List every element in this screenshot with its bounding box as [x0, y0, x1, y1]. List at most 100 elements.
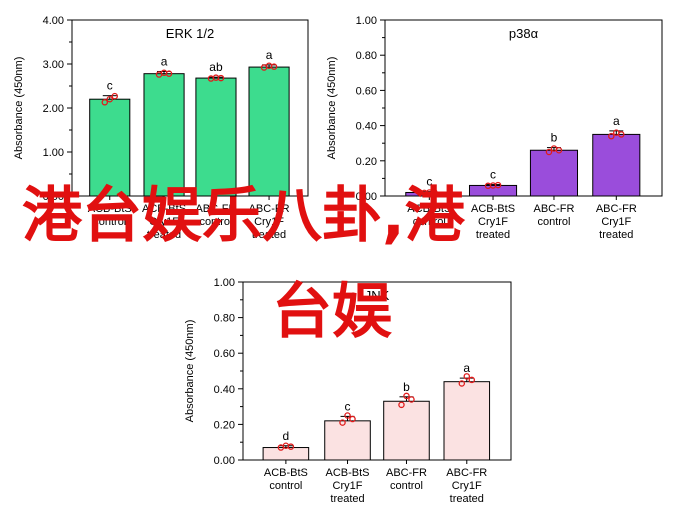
data-point — [408, 396, 415, 403]
x-tick-label: Cry1F — [601, 216, 631, 228]
data-point — [403, 392, 410, 400]
x-tick-label: treated — [476, 229, 510, 241]
y-axis-label: Absorbance (450nm) — [13, 57, 25, 160]
x-tick-label: ACB-BtS — [326, 467, 370, 479]
data-point — [349, 415, 356, 423]
significance-letter: b — [551, 131, 558, 145]
bar — [324, 420, 371, 461]
y-tick-label: 0.00 — [356, 191, 377, 203]
x-tick-label: ABC-FR — [533, 203, 574, 215]
data-point — [111, 92, 119, 100]
x-tick-label: ABC-FR — [596, 203, 637, 215]
chart-title: p38α — [509, 26, 539, 41]
x-tick-label: ACB-BtS — [407, 203, 451, 215]
x-tick-label: control — [537, 216, 570, 228]
significance-letter: ab — [209, 60, 223, 74]
x-tick-label: treated — [599, 229, 633, 241]
chart-title: ERK 1/2 — [166, 26, 214, 41]
bar — [195, 77, 237, 197]
bar — [248, 66, 290, 197]
bar — [468, 184, 518, 197]
x-tick-label: Cry1F — [452, 480, 482, 492]
y-axis-label: Absorbance (450nm) — [184, 320, 196, 423]
x-tick-label: control — [93, 216, 126, 228]
data-point — [431, 188, 438, 196]
y-tick-label: 3.00 — [43, 59, 64, 71]
data-point — [555, 146, 563, 154]
data-point — [101, 99, 109, 106]
data-point — [468, 376, 476, 384]
x-tick-label: ACB-BtS — [142, 203, 186, 215]
y-tick-label: 1.00 — [214, 277, 235, 289]
x-tick-label: treated — [147, 229, 181, 241]
y-tick-label: 0.60 — [214, 348, 235, 360]
y-tick-label: 1.00 — [356, 15, 377, 27]
y-tick-label: 1.00 — [43, 147, 64, 159]
x-tick-label: ACB-BtS — [264, 467, 308, 479]
bar — [383, 400, 430, 461]
significance-letter: a — [613, 114, 620, 128]
x-tick-label: ABC-FR — [446, 467, 487, 479]
significance-letter: c — [426, 175, 432, 189]
data-point — [217, 74, 225, 82]
chart-panel-2: p38α 0.00 0.20 0.40 0.60 0.80 1.00 Absorbance (… — [326, 15, 663, 241]
y-tick-label: 0.60 — [356, 85, 377, 97]
data-point — [270, 63, 278, 70]
bar — [443, 381, 491, 461]
y-tick-label: 2.00 — [43, 103, 64, 115]
x-tick-label: ABC-FR — [195, 203, 236, 215]
data-point — [458, 380, 466, 387]
x-tick-label: control — [413, 216, 446, 228]
data-point — [106, 95, 114, 103]
significance-letter: a — [161, 54, 168, 68]
chart-panel-3: JNK 0.00 0.20 0.40 0.60 0.80 1.00 Absorbance (4… — [184, 277, 512, 505]
x-tick-label: treated — [450, 493, 484, 505]
x-tick-label: ACB-BtS — [88, 203, 132, 215]
data-point — [344, 412, 351, 419]
data-point — [398, 401, 405, 409]
bar — [529, 149, 579, 197]
significance-letter: a — [463, 361, 470, 375]
significance-letter: c — [345, 399, 351, 413]
x-tick-label: Cry1F — [149, 216, 179, 228]
y-tick-label: 0.40 — [214, 384, 235, 396]
x-tick-label: Cry1F — [254, 216, 284, 228]
x-tick-label: ACB-BtS — [471, 203, 515, 215]
x-tick-label: Cry1F — [333, 480, 363, 492]
bar — [262, 447, 310, 461]
x-tick-label: treated — [330, 493, 364, 505]
significance-letter: a — [266, 48, 273, 62]
y-tick-label: 0.00 — [214, 455, 235, 467]
bar — [143, 73, 185, 197]
chart-title: JNK — [365, 288, 390, 303]
watermark-text-line-1: 港台娱乐八卦,港 — [22, 181, 465, 251]
x-tick-label: control — [269, 480, 302, 492]
bar — [592, 133, 641, 197]
data-point — [545, 148, 553, 156]
significance-letter: d — [283, 429, 290, 443]
data-point — [463, 373, 471, 380]
x-tick-label: ABC-FR — [249, 203, 290, 215]
chart-panel-1: ERK 1/2 0.00 1.00 2.00 3.00 4.00 Absorbance (4… — [13, 15, 309, 241]
y-tick-label: 0.40 — [356, 121, 377, 133]
significance-letter: b — [403, 380, 410, 394]
y-tick-label: 0.20 — [214, 419, 235, 431]
data-point — [339, 419, 346, 426]
data-point — [608, 132, 615, 140]
x-tick-label: treated — [252, 229, 286, 241]
x-tick-label: ABC-FR — [386, 467, 427, 479]
significance-letter: c — [107, 79, 113, 93]
y-tick-label: 0.20 — [356, 156, 377, 168]
data-point — [165, 70, 173, 77]
watermark-text-line-2: 台娱 — [272, 277, 392, 347]
y-tick-label: 0.80 — [214, 313, 235, 325]
y-tick-label: 4.00 — [43, 15, 64, 27]
y-axis-label: Absorbance (450nm) — [326, 57, 338, 160]
significance-letter: c — [490, 168, 496, 182]
data-point — [287, 443, 295, 450]
data-point — [618, 131, 625, 138]
data-point — [494, 181, 502, 189]
x-tick-label: control — [199, 216, 232, 228]
y-tick-label: 0.80 — [356, 50, 377, 62]
